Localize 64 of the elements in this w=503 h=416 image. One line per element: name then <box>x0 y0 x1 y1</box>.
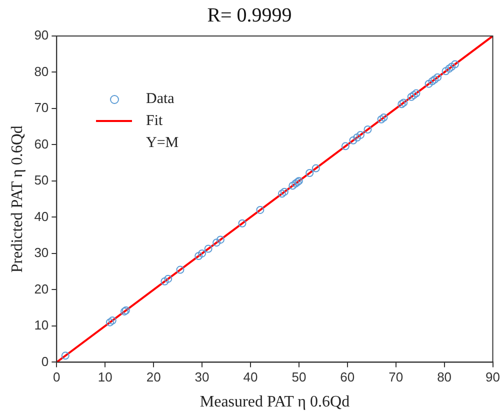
point <box>400 98 408 107</box>
y-tick-label: 90 <box>34 28 49 43</box>
point <box>442 67 450 76</box>
point <box>450 60 459 68</box>
legend-label: Fit <box>146 112 163 130</box>
chart-title: R= 0.9999 <box>207 4 292 26</box>
point <box>380 114 388 122</box>
x-tick-label: 80 <box>437 370 452 385</box>
point <box>61 352 70 360</box>
x-tick-label: 10 <box>98 370 112 385</box>
point <box>238 219 246 228</box>
y-tick-label: 50 <box>34 172 49 188</box>
point <box>288 182 297 190</box>
x-tick-label: 70 <box>388 370 404 385</box>
point <box>434 73 442 82</box>
annotation: Y=M <box>146 134 179 152</box>
point <box>160 277 169 286</box>
x-tick-label: 90 <box>486 370 500 385</box>
x-tick-label: 60 <box>340 370 355 385</box>
point <box>106 318 114 326</box>
point <box>198 249 206 258</box>
point <box>430 75 439 84</box>
point <box>424 80 433 88</box>
point <box>407 92 416 101</box>
x-tick-label: 30 <box>194 370 210 385</box>
point <box>176 266 184 274</box>
point <box>216 236 224 244</box>
x-tick-label: 40 <box>243 370 258 385</box>
point <box>448 62 456 71</box>
point <box>204 244 212 253</box>
point <box>256 206 264 214</box>
point <box>364 126 372 134</box>
y-tick-label: 0 <box>41 354 49 369</box>
x-tick-label: 20 <box>146 370 161 385</box>
point <box>341 142 350 150</box>
legend-label: Data <box>146 90 174 108</box>
point <box>412 89 420 98</box>
y-tick-label: 20 <box>34 281 49 296</box>
y-tick-label: 70 <box>34 100 49 116</box>
point <box>377 115 386 124</box>
y-tick-label: 30 <box>34 245 49 260</box>
y-tick-label: 10 <box>34 318 49 333</box>
point <box>164 274 172 283</box>
point <box>398 100 406 108</box>
point <box>349 136 358 144</box>
point <box>410 91 418 100</box>
y-tick-label: 60 <box>34 136 49 152</box>
x-axis-title: Measured PAT η 0.6Qd <box>200 394 350 411</box>
point <box>445 64 454 73</box>
point <box>356 130 364 139</box>
point <box>194 252 203 260</box>
point <box>280 188 288 196</box>
y-tick-label: 80 <box>34 64 49 79</box>
point <box>212 238 221 247</box>
point <box>306 169 314 178</box>
point <box>278 190 286 198</box>
point <box>428 77 436 86</box>
y-tick-label: 40 <box>34 208 49 224</box>
x-tick-label: 0 <box>53 370 60 385</box>
point <box>312 164 320 172</box>
point <box>353 133 362 142</box>
point <box>108 316 116 325</box>
x-tick-label: 50 <box>292 370 306 385</box>
y-axis-title: Predicted PAT η 0.6Qd <box>8 126 26 273</box>
